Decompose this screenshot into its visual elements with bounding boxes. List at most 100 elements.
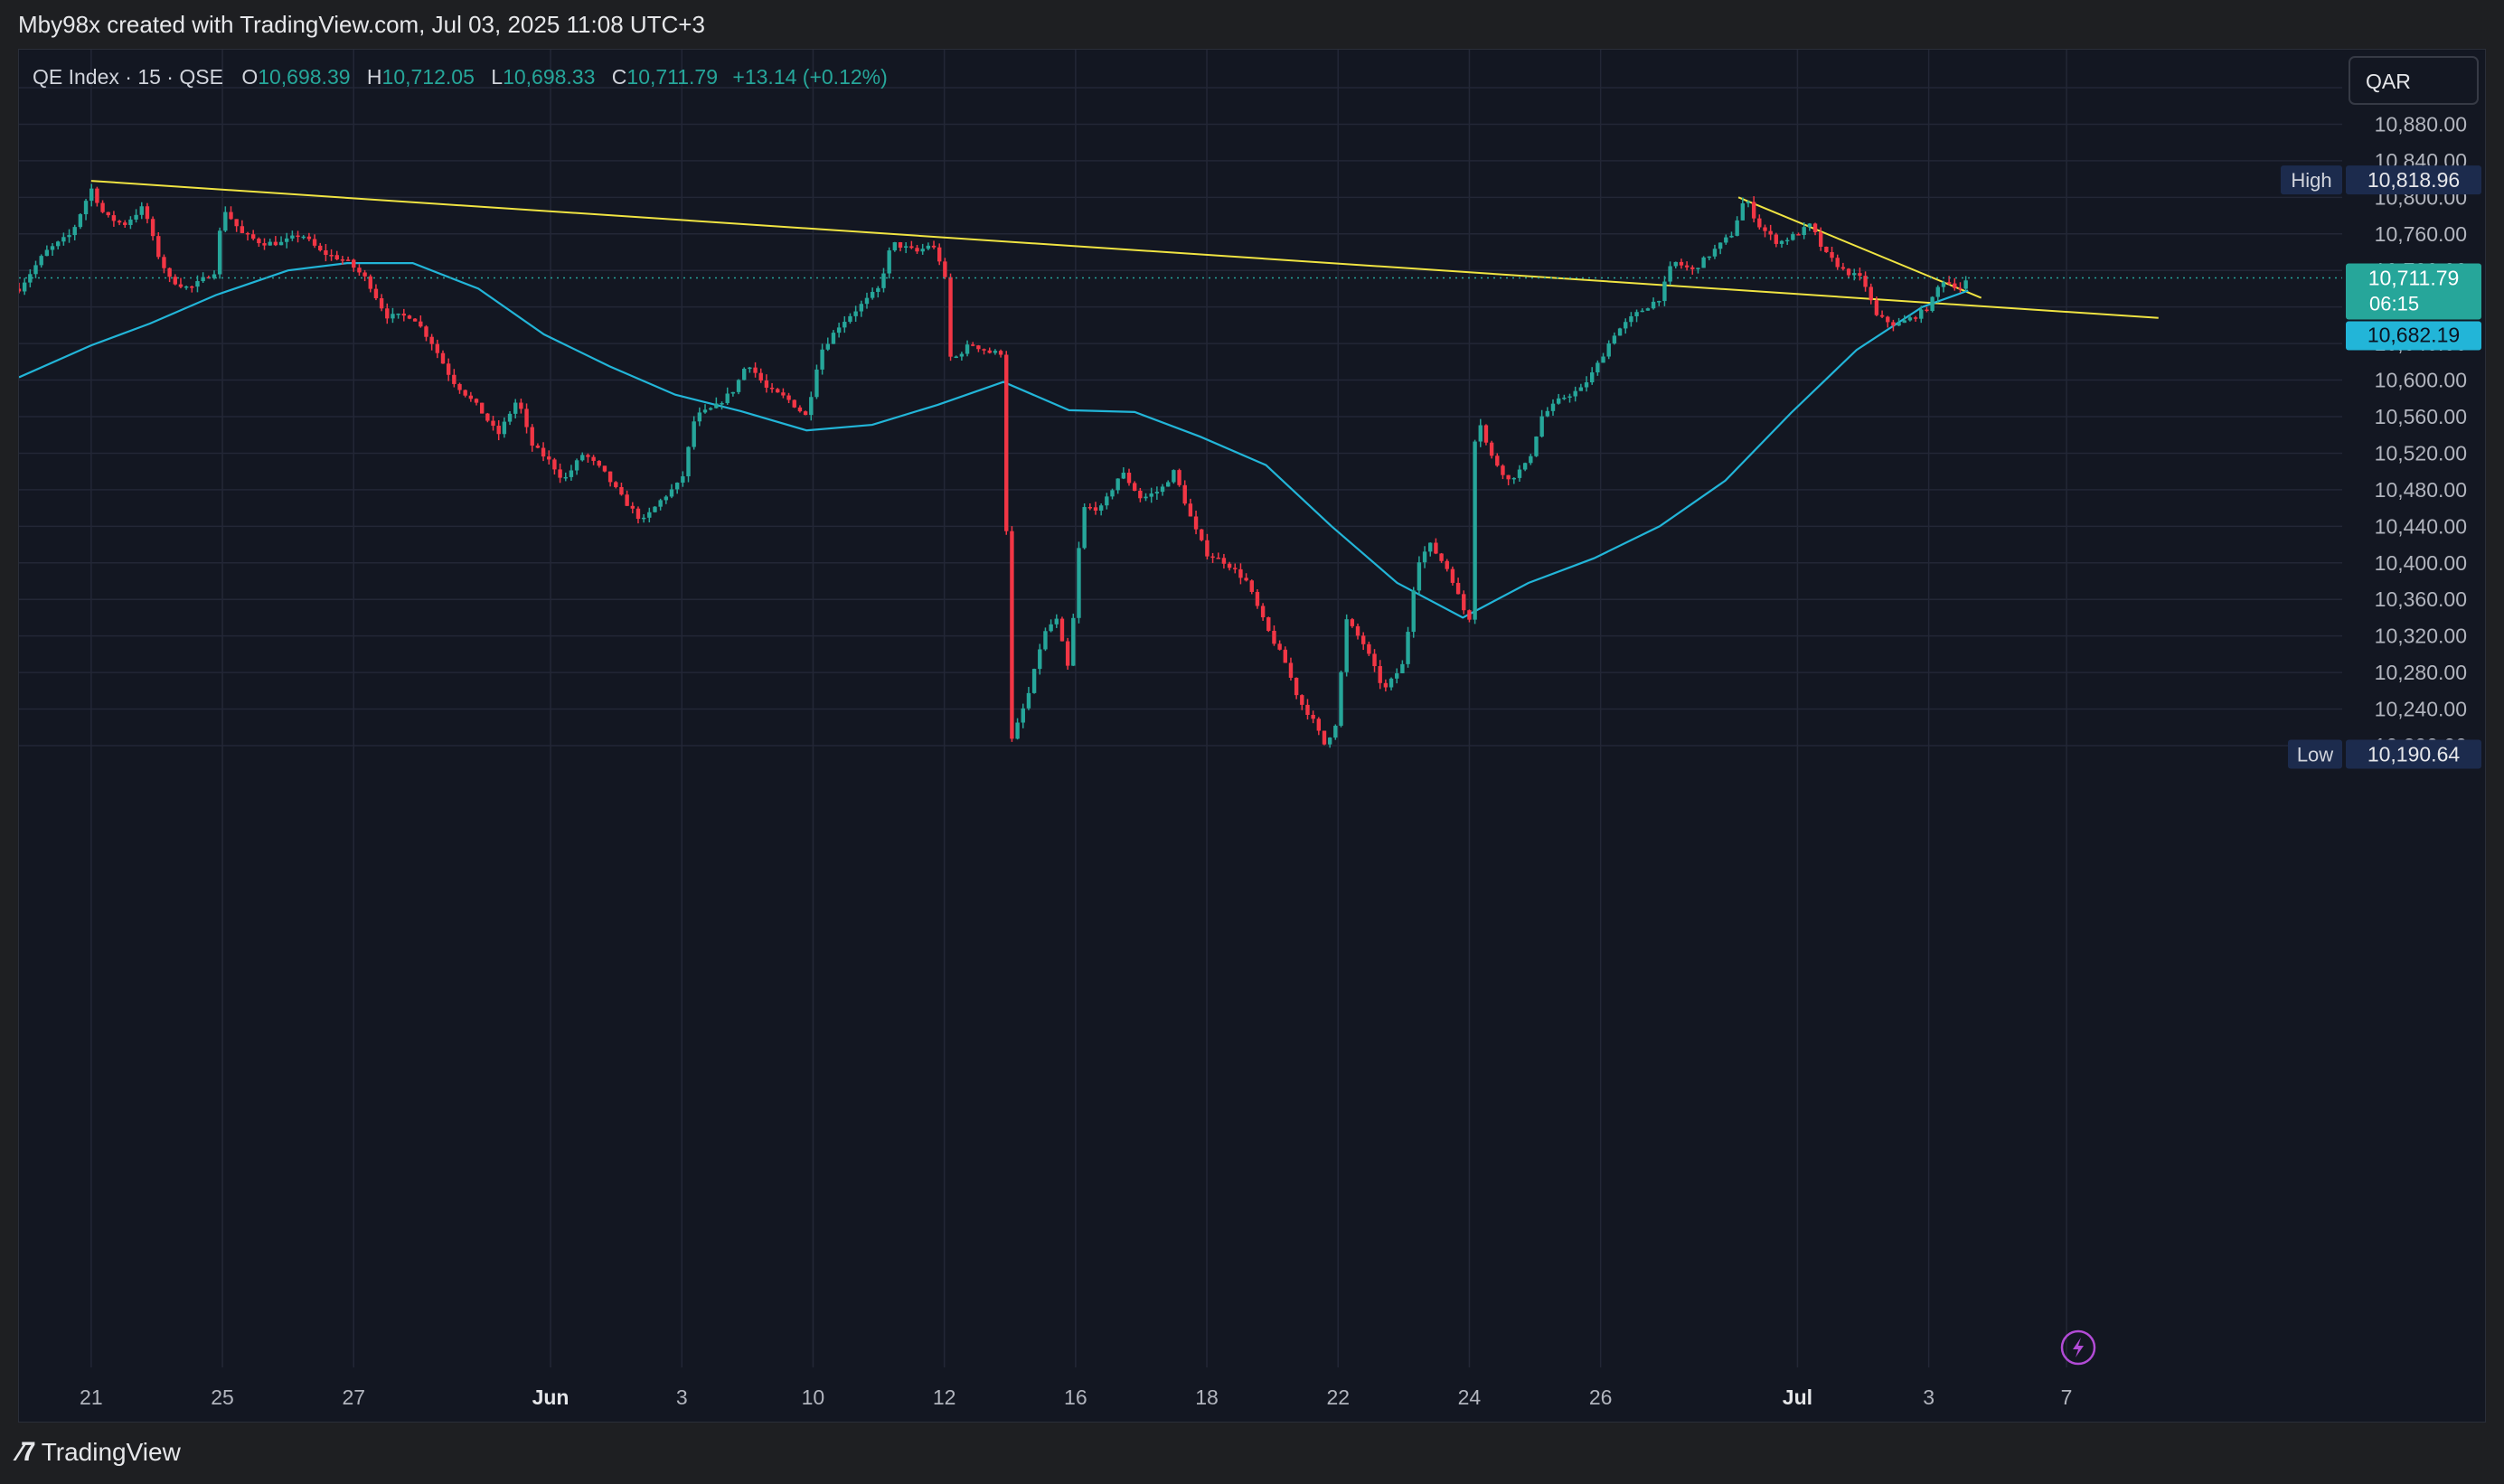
time-axis[interactable]: 21 25 27 Jun 3 10 12 16 18 22 24 26 Jul 3 7	[80, 1385, 2072, 1409]
x-tick-label: 27	[342, 1385, 365, 1409]
candle-body	[786, 395, 791, 400]
candle-body	[1902, 320, 1906, 324]
high-tag-value: 10,818.96	[2368, 168, 2460, 192]
candle-body	[1093, 507, 1098, 512]
candle-body	[1098, 505, 1104, 512]
candle-body	[128, 219, 133, 225]
candle-body	[641, 517, 646, 520]
candle-body	[1188, 503, 1193, 517]
candle-body	[1712, 249, 1718, 257]
candle-body	[1668, 266, 1672, 282]
candle-body	[1316, 719, 1322, 731]
candle-body	[201, 277, 205, 282]
candle-body	[580, 455, 585, 461]
candle-body	[1522, 463, 1528, 470]
candle-body	[1455, 582, 1461, 595]
candle-body	[1567, 396, 1572, 399]
candle-body	[1707, 256, 1711, 258]
y-tick-label: 10,480.00	[2375, 478, 2467, 502]
candle-body	[1612, 335, 1617, 344]
candle-body	[1690, 267, 1695, 269]
candle-body	[1411, 590, 1416, 633]
candle-body	[887, 250, 891, 274]
candle-body	[1919, 309, 1924, 319]
tradingview-logo: ⁄7 TradingView	[18, 1437, 181, 1468]
candle-body	[1573, 390, 1577, 397]
y-tick-label: 10,240.00	[2375, 698, 2467, 721]
candle-body	[1824, 247, 1829, 252]
trendlines[interactable]	[90, 180, 2159, 319]
candle-body	[1227, 563, 1232, 568]
candle-body	[948, 277, 953, 357]
candle-body	[273, 241, 278, 246]
candle-body	[524, 409, 529, 427]
candle-body	[843, 322, 847, 328]
x-tick-label: Jun	[532, 1385, 570, 1409]
candle-body	[245, 232, 250, 235]
candle-body	[1383, 682, 1388, 688]
candle-body	[134, 214, 138, 220]
trendline[interactable]	[90, 180, 2159, 319]
candle-body	[1819, 232, 1823, 248]
candle-body	[614, 482, 618, 487]
candle-body	[1260, 606, 1266, 618]
candle-body	[123, 222, 127, 225]
candle-body	[664, 496, 669, 501]
candle-body	[1701, 257, 1706, 268]
candle-body	[1166, 482, 1171, 487]
candle-body	[730, 391, 736, 394]
candle-body	[139, 206, 144, 215]
candle-body	[217, 230, 222, 275]
candle-body	[95, 188, 99, 203]
candle-body	[184, 286, 189, 288]
candle-body	[1300, 695, 1304, 705]
candle-body	[1735, 220, 1739, 236]
candle-body	[385, 308, 390, 319]
trendline[interactable]	[1737, 196, 1982, 299]
candle-body	[1751, 202, 1756, 219]
candle-body	[1333, 726, 1338, 738]
candle-body	[1925, 309, 1929, 312]
candle-body	[943, 261, 947, 277]
candle-body	[178, 284, 184, 287]
candle-body	[909, 246, 914, 249]
candle-body	[457, 383, 462, 390]
x-tick-label: 21	[80, 1385, 103, 1409]
candle-body	[574, 460, 579, 471]
candle-body	[1305, 704, 1310, 716]
candle-body	[937, 247, 942, 262]
candle-body	[412, 318, 418, 322]
x-tick-label: 26	[1589, 1385, 1613, 1409]
candle-body	[1874, 300, 1879, 315]
candles	[16, 183, 1968, 748]
candle-body	[373, 288, 379, 299]
high-tag-label: High	[2291, 169, 2331, 192]
ma-line	[18, 262, 1969, 619]
lightning-icon[interactable]	[2060, 1329, 2096, 1366]
candle-body	[892, 242, 898, 251]
candle-body	[848, 315, 852, 323]
candle-body	[1807, 223, 1812, 228]
x-tick-label: 7	[2061, 1385, 2073, 1409]
price-chart[interactable]: 10,200.0010,240.0010,280.0010,320.0010,3…	[16, 50, 2485, 1422]
legend-open-value: 10,698.39	[258, 65, 350, 89]
candle-body	[931, 245, 937, 248]
legend-open-label: O	[241, 65, 258, 89]
candle-body	[1205, 540, 1210, 557]
candle-body	[825, 343, 830, 350]
candle-body	[50, 246, 55, 250]
candle-body	[1802, 227, 1806, 236]
candle-body	[1110, 490, 1115, 497]
candle-body	[1963, 280, 1968, 289]
candle-body	[368, 276, 372, 289]
tv-logo-icon: ⁄7	[18, 1437, 36, 1467]
price-axis[interactable]: 10,200.0010,240.0010,280.0010,320.0010,3…	[2375, 76, 2467, 757]
chart-frame[interactable]: 10,200.0010,240.0010,280.0010,320.0010,3…	[16, 49, 2486, 1423]
candle-body	[1065, 641, 1070, 666]
candle-body	[429, 336, 434, 344]
currency-button[interactable]: QAR	[2349, 56, 2479, 105]
candle-body	[1350, 619, 1355, 626]
candle-body	[926, 245, 931, 249]
x-tick-label: 22	[1326, 1385, 1350, 1409]
candle-body	[1272, 630, 1276, 644]
